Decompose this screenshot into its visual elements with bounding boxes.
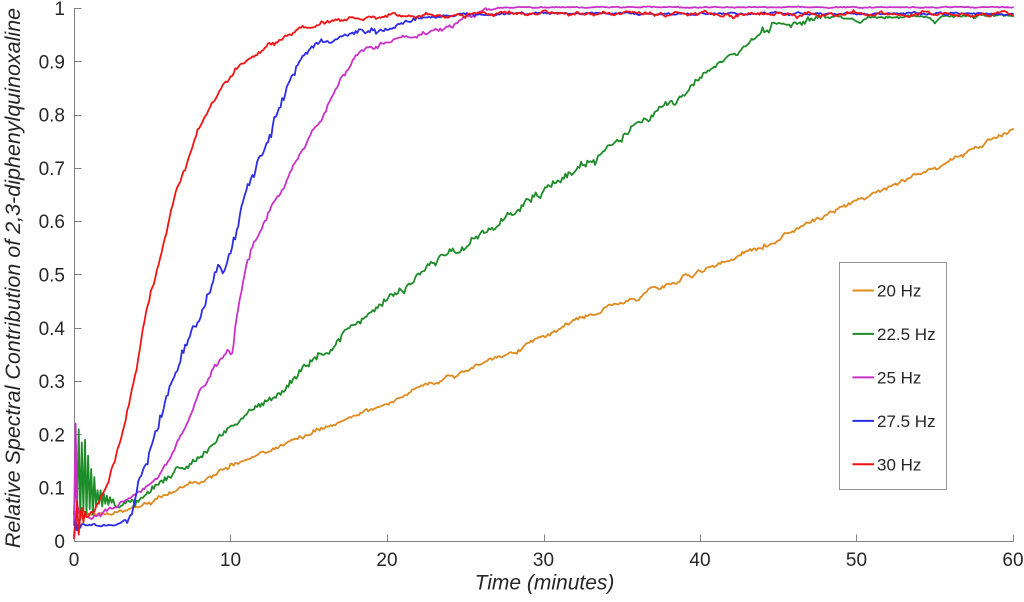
svg-text:20: 20 bbox=[376, 550, 397, 571]
svg-text:0.3: 0.3 bbox=[39, 372, 65, 393]
svg-text:0.4: 0.4 bbox=[39, 319, 66, 340]
svg-text:Relative Spectral Contribution: Relative Spectral Contribution of 2,3-di… bbox=[1, 8, 25, 548]
svg-text:0.8: 0.8 bbox=[39, 106, 65, 127]
svg-text:50: 50 bbox=[846, 550, 867, 571]
svg-text:Time (minutes): Time (minutes) bbox=[475, 572, 615, 595]
svg-text:25 Hz: 25 Hz bbox=[877, 369, 921, 388]
svg-text:60: 60 bbox=[1002, 550, 1023, 571]
svg-text:0.1: 0.1 bbox=[39, 479, 65, 500]
svg-text:0.6: 0.6 bbox=[39, 212, 65, 233]
svg-text:30: 30 bbox=[533, 550, 554, 571]
svg-text:20 Hz: 20 Hz bbox=[877, 282, 921, 301]
svg-text:0.7: 0.7 bbox=[39, 159, 65, 180]
svg-text:0.9: 0.9 bbox=[39, 52, 65, 73]
svg-text:22.5 Hz: 22.5 Hz bbox=[877, 325, 936, 344]
svg-text:1: 1 bbox=[54, 0, 65, 20]
svg-text:0.5: 0.5 bbox=[39, 266, 65, 287]
svg-text:0: 0 bbox=[54, 532, 65, 553]
svg-text:0: 0 bbox=[69, 550, 80, 571]
svg-text:0.2: 0.2 bbox=[39, 425, 65, 446]
svg-text:40: 40 bbox=[689, 550, 710, 571]
svg-text:10: 10 bbox=[220, 550, 241, 571]
svg-text:30 Hz: 30 Hz bbox=[877, 456, 921, 475]
svg-text:27.5 Hz: 27.5 Hz bbox=[877, 412, 936, 431]
